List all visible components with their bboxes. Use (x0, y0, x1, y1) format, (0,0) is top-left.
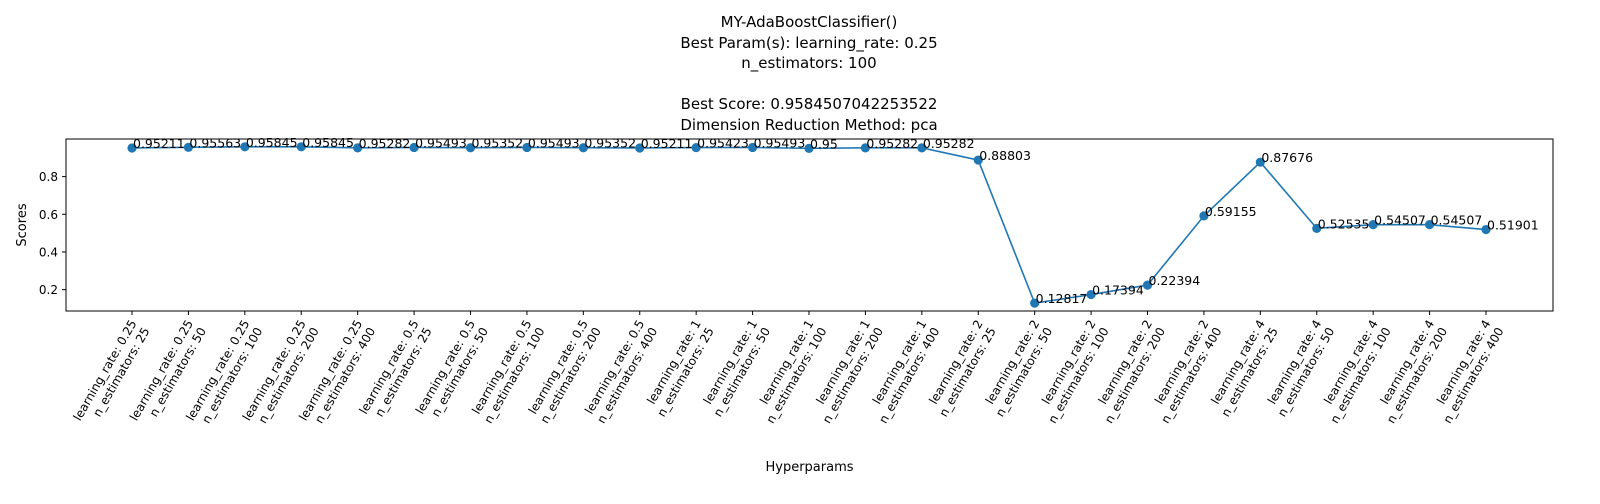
x-axis-ticks: learning_rate: 0.25n_estimators: 25learn… (71, 311, 1507, 426)
data-label: 0.87676 (1261, 150, 1313, 165)
chart-title-line: Dimension Reduction Method: pca (680, 116, 937, 134)
data-point (1312, 223, 1322, 233)
data-label: 0.88803 (979, 148, 1031, 163)
data-label: 0.17394 (1092, 283, 1144, 298)
data-point (635, 143, 645, 153)
chart-title: MY-AdaBoostClassifier() Best Param(s): le… (680, 13, 937, 134)
data-point (1481, 224, 1491, 235)
data-point (1199, 211, 1209, 221)
data-label: 0.95493 (415, 135, 467, 150)
data-label: 0.54507 (1431, 213, 1483, 228)
data-point (1255, 157, 1265, 167)
data-label: 0.95282 (359, 136, 411, 151)
chart-title-line: Best Score: 0.9584507042253522 (681, 95, 938, 113)
data-labels: 0.95211 0.95563 0.95845 0.95845 0.95282 0.954… (133, 135, 1539, 306)
data-label: 0.22394 (1149, 273, 1201, 288)
y-tick-label: 0.6 (39, 208, 58, 222)
data-point (465, 143, 476, 153)
data-label: 0.54507 (1374, 213, 1426, 228)
data-label: 0.95211 (133, 136, 185, 151)
x-axis-label: Hyperparams (765, 460, 853, 475)
data-label: 0.95352 (584, 136, 636, 151)
data-label: 0.95 (810, 136, 838, 151)
data-point (804, 143, 814, 153)
data-point (1030, 298, 1040, 308)
y-axis-ticks: 0.2 0.4 0.6 0.8 (39, 170, 66, 297)
data-label: 0.95845 (302, 135, 354, 150)
data-point (917, 143, 927, 153)
data-point (127, 143, 137, 153)
y-tick-label: 0.4 (39, 245, 58, 259)
y-axis-label: Scores (15, 203, 30, 246)
series-line (131, 145, 1487, 305)
data-label: 0.95493 (528, 135, 580, 150)
data-point (409, 142, 419, 153)
data-point (1142, 280, 1153, 290)
data-label: 0.52535 (1318, 216, 1370, 231)
data-label: 0.95563 (189, 135, 241, 150)
chart-title-line: n_estimators: 100 (741, 54, 876, 73)
data-point (522, 142, 532, 153)
data-label: 0.51901 (1487, 218, 1539, 233)
data-label: 0.95282 (923, 136, 975, 151)
data-point (296, 142, 306, 152)
data-label: 0.95423 (697, 136, 749, 151)
data-point (353, 143, 363, 153)
data-label: 0.95282 (866, 136, 918, 151)
data-point (691, 142, 701, 153)
data-label: 0.95845 (246, 135, 298, 150)
data-point (1368, 220, 1378, 230)
chart-title-line: MY-AdaBoostClassifier() (721, 13, 898, 31)
y-tick-label: 0.8 (39, 170, 58, 184)
data-label: 0.12817 (1036, 291, 1088, 306)
data-point (860, 143, 871, 153)
data-point (747, 142, 758, 153)
series-scores (127, 142, 1491, 308)
data-point (973, 155, 983, 165)
data-label: 0.95493 (754, 135, 806, 150)
data-label: 0.95211 (641, 136, 693, 151)
data-point (1424, 220, 1435, 230)
y-tick-label: 0.2 (39, 283, 58, 297)
chart-title-line: Best Param(s): learning_rate: 0.25 (680, 34, 937, 53)
data-label: 0.95352 (472, 136, 524, 151)
data-point (578, 143, 588, 153)
data-point (1086, 289, 1096, 300)
data-label: 0.59155 (1205, 204, 1257, 219)
data-point (183, 142, 194, 152)
data-point (240, 142, 250, 152)
